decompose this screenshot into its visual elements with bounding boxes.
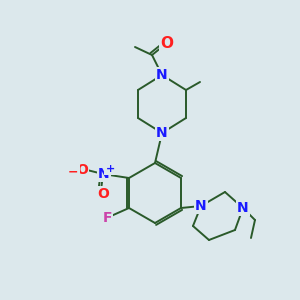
Text: +: + [105,164,115,174]
Text: N: N [195,199,207,213]
Text: N: N [237,201,249,215]
Text: O: O [76,163,88,177]
Text: O: O [97,187,109,201]
Text: F: F [102,211,112,225]
Text: N: N [156,126,168,140]
Text: N: N [156,68,168,82]
Text: O: O [160,35,173,50]
Text: N: N [98,167,110,181]
Text: −: − [68,166,78,178]
